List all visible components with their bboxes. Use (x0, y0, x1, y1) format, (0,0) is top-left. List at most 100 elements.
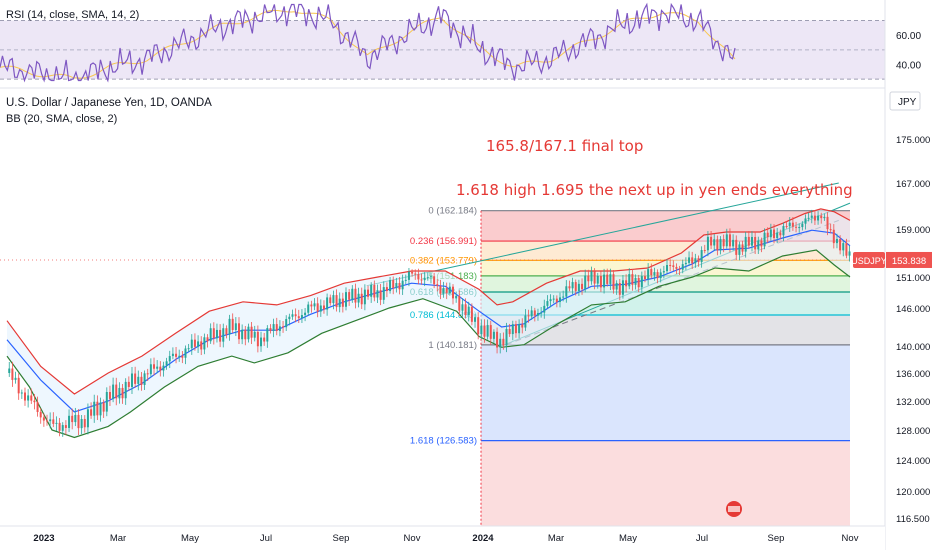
candle-body (640, 276, 643, 288)
candle-body (807, 217, 810, 219)
bb-legend[interactable]: BB (20, SMA, close, 2) (6, 113, 118, 125)
candle-body (247, 326, 250, 340)
candle-body (99, 402, 102, 416)
candle-body (669, 265, 672, 267)
candle-body (165, 361, 168, 366)
candle-body (801, 223, 804, 228)
candle-body (725, 234, 728, 247)
candle-body (168, 356, 171, 362)
candle-body (344, 292, 347, 307)
candle-body (647, 269, 650, 280)
candle-body (275, 324, 278, 331)
rsi-legend[interactable]: RSI (14, close, SMA, 14, 2) (6, 9, 140, 21)
price-tick-label: 128.000 (896, 426, 930, 437)
candle-body (300, 315, 303, 319)
time-tick-label: Jul (696, 533, 708, 544)
time-tick-label: Sep (768, 533, 785, 544)
candle-body (829, 229, 832, 231)
candle-body (448, 286, 451, 293)
candle-body (228, 318, 231, 335)
candle-body (656, 272, 659, 279)
candle-body (817, 215, 820, 221)
candle-body (335, 295, 338, 308)
candle-body (159, 366, 162, 371)
candle-body (675, 266, 678, 269)
candle-body (181, 355, 184, 358)
candle-body (826, 216, 829, 230)
annotation-next-up: 1.618 high 1.695 the next up in yen ends… (456, 181, 853, 199)
time-axis[interactable]: 2023 Mar May Jul Sep Nov 2024 Mar May Jul Sep Nov (0, 525, 885, 550)
candle-body (256, 331, 259, 347)
candle-body (49, 419, 52, 422)
candle-body (581, 283, 584, 290)
candle-body (763, 232, 766, 247)
price-badge (886, 251, 932, 268)
candle-body (108, 392, 111, 399)
price-axis[interactable]: 60.00 40.00 175.000 167.000 159.000 151.000 14… (851, 0, 932, 550)
candle-body (785, 226, 788, 228)
time-tick-label: May (619, 533, 637, 544)
candle-body (732, 239, 735, 247)
candle-body (659, 272, 662, 279)
candle-body (776, 232, 779, 239)
candle-body (363, 289, 366, 305)
candle-body (788, 222, 791, 227)
candle-body (373, 284, 376, 298)
candle-body (360, 293, 363, 305)
candle-body (225, 328, 228, 335)
time-tick-label: Mar (110, 533, 126, 544)
candle-body (568, 286, 571, 289)
candle-body (458, 295, 461, 311)
candle-body (477, 317, 480, 335)
candle-body (536, 313, 539, 316)
candle-body (555, 298, 558, 302)
candle-body (511, 324, 514, 335)
candle-body (442, 288, 445, 294)
candle-body (738, 244, 741, 255)
candle-body (367, 289, 370, 297)
candle-body (621, 280, 624, 295)
candle-body (533, 310, 536, 316)
candle-body (407, 271, 410, 280)
price-badge-text: 153.838 (892, 256, 926, 267)
candle-body (716, 239, 719, 251)
candle-body (14, 377, 17, 380)
candle-body (379, 290, 382, 300)
candle-body (461, 304, 464, 311)
candle-body (263, 337, 266, 342)
candle-body (549, 299, 552, 302)
candle-body (615, 282, 618, 290)
candle-body (241, 329, 244, 340)
candle-body (130, 373, 133, 387)
candle-body (813, 215, 816, 221)
rsi-line (0, 2, 736, 83)
candle-body (370, 284, 373, 297)
candle-body (395, 283, 398, 289)
candle-body (288, 316, 291, 320)
candle-body (820, 215, 823, 219)
time-tick-label: Nov (842, 533, 859, 544)
candle-body (27, 395, 30, 401)
candle-body (691, 257, 694, 264)
candle-body (464, 304, 467, 316)
candle-body (530, 310, 533, 317)
candle-body (757, 240, 760, 250)
candle-body (376, 290, 379, 298)
time-tick-label: Nov (404, 533, 421, 544)
symbol-title[interactable]: U.S. Dollar / Japanese Yen, 1D, OANDA (6, 97, 212, 109)
candle-body (222, 328, 225, 342)
candle-body (269, 328, 272, 331)
time-axis-bg (0, 526, 885, 550)
candle-body (518, 324, 521, 334)
candle-body (153, 364, 156, 369)
candle-body (71, 415, 74, 423)
candle-body (197, 341, 200, 347)
candle-body (839, 239, 842, 251)
candle-body (401, 280, 404, 290)
candle-body (565, 286, 568, 297)
currency-label[interactable]: JPY (898, 97, 917, 108)
candle-body (294, 314, 297, 317)
symbol-badge (853, 251, 885, 268)
candle-body (728, 234, 731, 247)
